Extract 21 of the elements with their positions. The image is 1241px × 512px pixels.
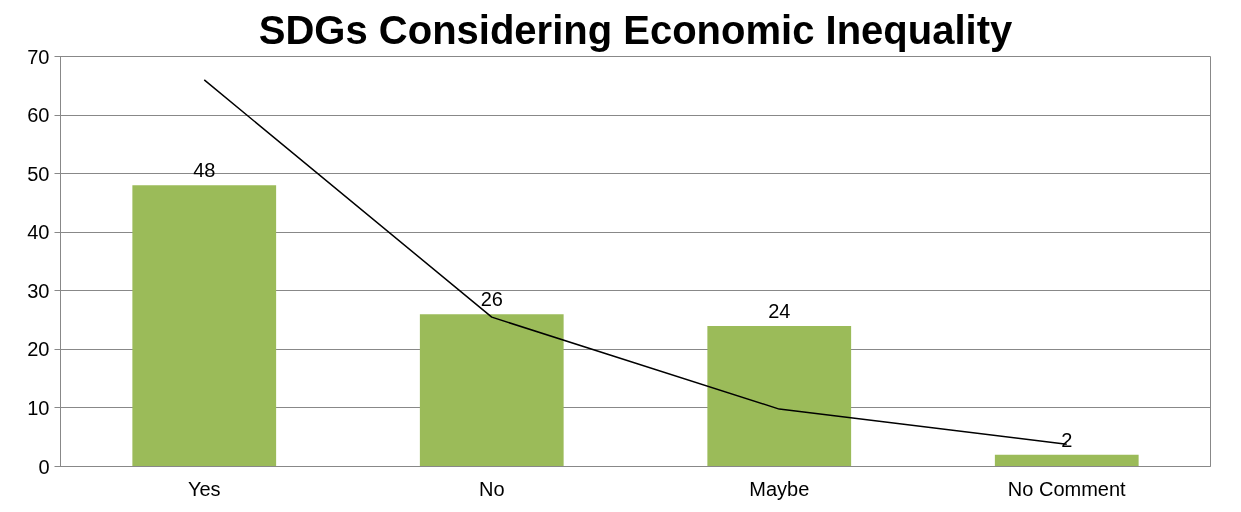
y-tick-label: 0	[38, 455, 50, 478]
data-label: 2	[1061, 428, 1073, 451]
y-tick-label: 50	[27, 162, 50, 185]
y-tick-label: 10	[27, 396, 50, 419]
bar	[132, 185, 277, 467]
y-tick-label: 70	[27, 45, 50, 68]
x-tick-label: No	[478, 477, 505, 500]
x-tick-label: Yes	[187, 477, 221, 500]
y-tick-label: 40	[27, 221, 50, 244]
data-label: 48	[193, 159, 216, 182]
x-tick-label: Maybe	[749, 477, 810, 500]
x-tick-label: No Comment	[1007, 477, 1127, 500]
data-label: 26	[480, 288, 503, 311]
y-tick-label: 20	[27, 338, 50, 361]
y-tick-label: 30	[27, 279, 50, 302]
bar	[707, 325, 852, 467]
bar	[994, 454, 1139, 467]
y-tick-label: 60	[27, 104, 50, 127]
bar	[419, 314, 564, 467]
data-label: 24	[768, 299, 791, 322]
chart-title: SDGs Considering Economic Inequality	[258, 7, 1013, 52]
